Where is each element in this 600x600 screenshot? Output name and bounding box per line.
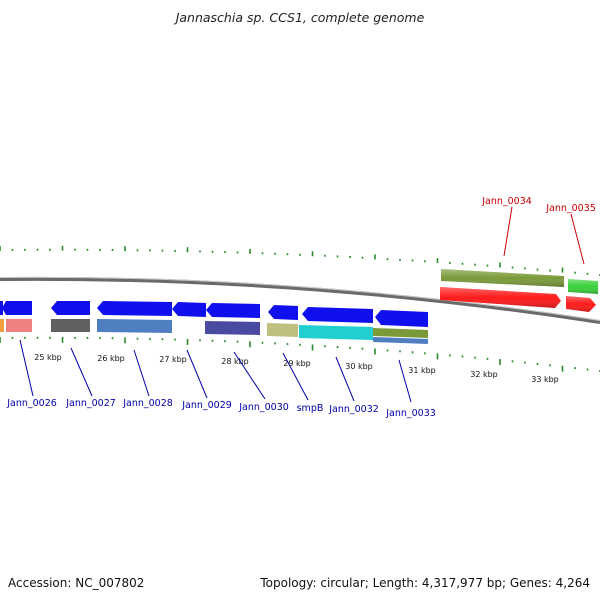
- accession-label: Accession: NC_007802: [8, 576, 144, 590]
- gene-jann-0035-arrow-shade: [568, 279, 598, 294]
- gene-jann-0034-arrow-shade: [441, 269, 564, 287]
- gene-jann-0032-band[interactable]: [299, 325, 373, 340]
- genome-backbone: [0, 276, 600, 324]
- gene-jann-0027[interactable]: [51, 301, 90, 332]
- map-title: Jannaschia sp. CCS1, complete genome: [173, 10, 425, 25]
- kbp-label: 25 kbp: [34, 353, 62, 362]
- gene-smpb-band[interactable]: [267, 323, 298, 337]
- gene-smpb[interactable]: [267, 305, 298, 337]
- gene-label-jann-0028[interactable]: Jann_0028: [122, 398, 173, 409]
- kbp-label: 31 kbp: [408, 366, 436, 375]
- kbp-label: 29 kbp: [283, 359, 311, 368]
- gene-label-jann-0030[interactable]: Jann_0030: [238, 402, 289, 413]
- gene-jann-0030[interactable]: [205, 303, 260, 335]
- leader-line-jann-0029: [186, 349, 208, 399]
- gene-smpb-arrow[interactable]: [268, 305, 298, 320]
- gene-label-jann-0033[interactable]: Jann_0033: [385, 408, 436, 419]
- gene-jann-0030-band[interactable]: [205, 321, 260, 335]
- leader-line-jann-0033: [398, 359, 412, 403]
- gene-jann-0025-band-fragment: [0, 319, 4, 332]
- leader-line-jann-0027: [70, 347, 93, 397]
- gene-jann-0026[interactable]: [0, 301, 32, 332]
- reverse-tick-track: [0, 336, 600, 372]
- kbp-label: 30 kbp: [345, 362, 373, 371]
- kbp-label: 26 kbp: [97, 354, 125, 363]
- leader-line-jann-0032: [335, 356, 355, 402]
- gene-label-smpb[interactable]: smpB: [297, 403, 324, 414]
- gene-jann-0033-arrow[interactable]: [375, 310, 428, 327]
- gene-jann-0027-band[interactable]: [51, 319, 90, 332]
- gene-jann-0028[interactable]: [97, 301, 172, 333]
- gene-label-jann-0026[interactable]: Jann_0026: [6, 398, 57, 409]
- gene-jann-0029[interactable]: [172, 302, 206, 317]
- gene-jann-0033-band-lower: [373, 337, 428, 344]
- gene-jann-0026-band[interactable]: [6, 319, 32, 332]
- gene-jann-0035-band-shade: [566, 296, 596, 312]
- gene-label-jann-0029[interactable]: Jann_0029: [181, 400, 232, 411]
- leader-line-jann-0035: [570, 213, 585, 265]
- gene-jann-0032[interactable]: [299, 307, 373, 340]
- gene-jann-0029-arrow[interactable]: [172, 302, 206, 317]
- gene-jann-0026-arrow[interactable]: [2, 301, 32, 315]
- kbp-scale-labels: 25 kbp 26 kbp 27 kbp 28 kbp 29 kbp 30 kb…: [34, 353, 559, 384]
- reverse-gene-labels: Jann_0026 Jann_0027 Jann_0028 Jann_0029 …: [6, 339, 436, 419]
- gene-jann-0028-band[interactable]: [97, 319, 172, 333]
- reverse-strand-genes: [0, 301, 428, 344]
- gene-jann-0027-arrow[interactable]: [51, 301, 90, 315]
- gene-label-jann-0035[interactable]: Jann_0035: [545, 203, 596, 214]
- gene-label-jann-0032[interactable]: Jann_0032: [328, 404, 379, 415]
- kbp-label: 27 kbp: [159, 355, 187, 364]
- leader-line-jann-0034: [503, 206, 513, 257]
- gene-jann-0033-band[interactable]: [373, 328, 428, 338]
- kbp-label: 28 kbp: [221, 357, 249, 366]
- forward-gene-labels: Jann_0034 Jann_0035: [481, 196, 596, 265]
- gene-jann-0032-arrow[interactable]: [302, 307, 373, 323]
- leader-line-jann-0028: [133, 349, 150, 397]
- leader-line-jann-0030: [233, 351, 266, 400]
- gene-jann-0034[interactable]: [440, 269, 564, 308]
- kbp-label: 33 kbp: [531, 375, 559, 384]
- gene-jann-0034-band-shade: [440, 287, 561, 308]
- gene-label-jann-0027[interactable]: Jann_0027: [65, 398, 116, 409]
- leader-line-smpb: [282, 352, 309, 401]
- gene-label-jann-0034[interactable]: Jann_0034: [481, 196, 532, 207]
- forward-strand-genes: [440, 269, 598, 312]
- gene-jann-0033[interactable]: [373, 310, 428, 344]
- gene-jann-0028-arrow[interactable]: [97, 301, 172, 316]
- gene-jann-0035[interactable]: [566, 279, 598, 312]
- topology-label: Topology: circular; Length: 4,317,977 bp…: [259, 576, 590, 590]
- kbp-label: 32 kbp: [470, 370, 498, 379]
- genome-backbone-highlight: [0, 276, 600, 321]
- gene-jann-0030-arrow[interactable]: [206, 303, 260, 318]
- leader-line-jann-0026: [19, 339, 34, 397]
- forward-tick-track: [0, 245, 600, 276]
- gene-jann-0025-arrow-fragment: [0, 301, 3, 315]
